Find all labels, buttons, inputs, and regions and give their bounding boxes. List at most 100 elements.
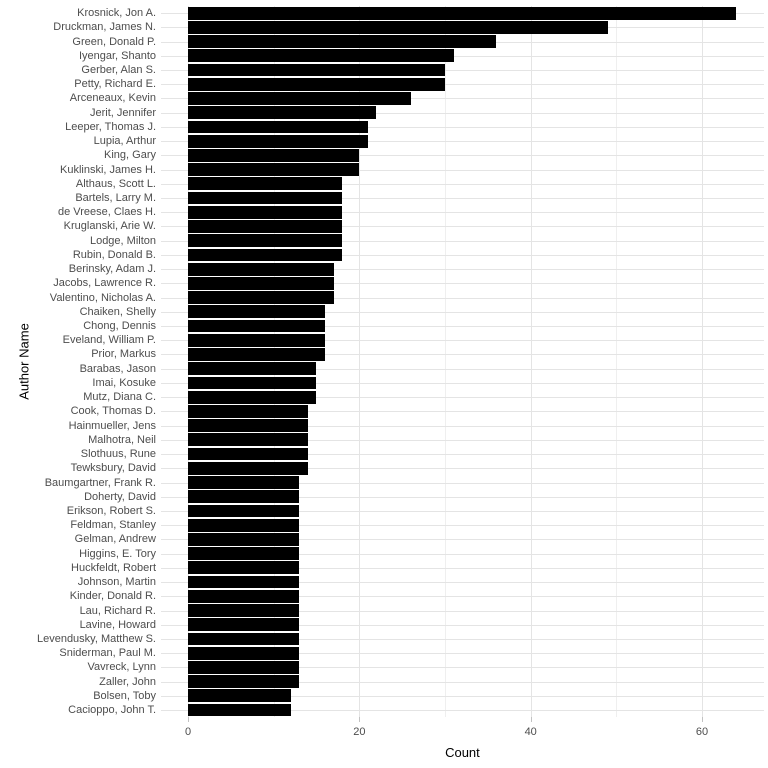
y-axis-label: Gelman, Andrew xyxy=(74,533,156,546)
bar xyxy=(187,504,300,518)
gridline-horizontal-major xyxy=(160,624,765,626)
x-axis-tick-label: 60 xyxy=(695,726,709,739)
y-axis-label: Levendusky, Matthew S. xyxy=(36,632,156,645)
y-axis-label: Rubin, Donald B. xyxy=(72,248,156,261)
y-axis-label: Zaller, John xyxy=(99,675,156,688)
gridline-horizontal-major xyxy=(160,55,765,57)
bar xyxy=(187,419,308,432)
bar xyxy=(187,689,291,703)
gridline-horizontal-major xyxy=(160,567,765,569)
x-axis-title: Count xyxy=(445,745,480,761)
gridline-vertical-minor xyxy=(616,6,618,718)
bar xyxy=(187,319,326,333)
bar xyxy=(187,77,445,91)
bar xyxy=(187,675,300,689)
y-axis-label: Bartels, Larry M. xyxy=(75,192,156,205)
gridline-horizontal-major xyxy=(160,610,765,612)
gridline-horizontal-major xyxy=(160,183,765,185)
y-axis-label: Druckman, James N. xyxy=(53,21,156,34)
gridline-horizontal-major xyxy=(160,70,765,71)
bar xyxy=(187,518,300,532)
gridline-horizontal-major xyxy=(160,397,765,399)
bar xyxy=(187,646,300,660)
gridline-horizontal-major xyxy=(160,354,765,356)
gridline-horizontal-major xyxy=(160,525,765,527)
bar xyxy=(187,632,300,646)
x-axis-tick xyxy=(702,717,704,723)
y-axis-label: Iyengar, Shanto xyxy=(78,49,156,62)
gridline-horizontal-major xyxy=(160,482,765,484)
gridline-horizontal-major xyxy=(160,368,765,370)
gridline-horizontal-major xyxy=(160,311,765,313)
y-axis-title: Author Name xyxy=(16,322,32,400)
y-axis-label: Chaiken, Shelly xyxy=(79,305,156,318)
bar xyxy=(187,376,317,390)
gridline-horizontal-major xyxy=(160,212,765,214)
bar xyxy=(187,547,300,561)
gridline-horizontal-major xyxy=(160,198,765,200)
gridline-horizontal-major xyxy=(160,667,765,669)
y-axis-label: Lodge, Milton xyxy=(89,234,156,247)
bar xyxy=(187,291,334,304)
bar xyxy=(187,390,317,404)
gridline-horizontal-major xyxy=(160,468,765,470)
y-axis-label: Petty, Richard E. xyxy=(74,78,156,91)
y-axis-label: Mutz, Diana C. xyxy=(83,391,156,404)
y-axis-label: Doherty, David xyxy=(84,490,156,503)
bar xyxy=(187,6,737,20)
y-axis-label: Leeper, Thomas J. xyxy=(65,120,156,133)
gridline-horizontal-major xyxy=(160,553,765,555)
gridline-horizontal-major xyxy=(160,169,765,171)
bar xyxy=(187,106,377,120)
gridline-horizontal-major xyxy=(160,539,765,541)
bar xyxy=(187,134,368,148)
y-axis-label: Gerber, Alan S. xyxy=(81,64,156,76)
y-axis-label: Barabas, Jason xyxy=(79,362,156,375)
gridline-vertical-minor xyxy=(273,6,275,718)
gridline-horizontal-major xyxy=(160,226,765,228)
y-axis-label: Slothuus, Rune xyxy=(80,448,156,461)
y-axis-label: Althaus, Scott L. xyxy=(75,177,156,190)
gridline-horizontal-major xyxy=(160,141,765,143)
gridline-horizontal-major xyxy=(160,382,765,384)
bar xyxy=(187,533,300,546)
bar xyxy=(187,661,300,674)
gridline-horizontal-major xyxy=(160,653,765,655)
gridline-horizontal-major xyxy=(160,496,765,498)
y-axis-label: Cacioppo, John T. xyxy=(68,704,156,717)
bar xyxy=(187,333,326,347)
y-axis-label: Valentino, Nicholas A. xyxy=(49,291,156,304)
bar xyxy=(187,49,454,63)
x-axis-tick-label: 40 xyxy=(524,726,537,739)
bar xyxy=(187,163,360,176)
y-axis-label: Kuklinski, James H. xyxy=(60,163,156,176)
bar xyxy=(187,20,608,34)
bar xyxy=(187,589,300,603)
y-axis-label: Huckfeldt, Robert xyxy=(71,561,156,574)
y-axis-label: Eveland, William P. xyxy=(62,334,156,347)
gridline-horizontal-major xyxy=(160,126,765,128)
x-axis-tick xyxy=(530,717,532,723)
gridline-horizontal-major xyxy=(160,98,765,100)
y-axis-label: Lupia, Arthur xyxy=(93,135,156,148)
bar xyxy=(187,618,300,632)
bar xyxy=(187,234,343,248)
gridline-horizontal-major xyxy=(160,283,765,285)
y-axis-label: Sniderman, Paul M. xyxy=(59,647,156,660)
bar xyxy=(187,148,360,162)
gridline-horizontal-major xyxy=(160,710,765,712)
y-axis-label: Lavine, Howard xyxy=(79,618,156,631)
bar xyxy=(187,461,308,475)
y-axis-label: Erikson, Robert S. xyxy=(66,504,156,517)
bar xyxy=(187,348,326,361)
bar xyxy=(187,404,308,418)
x-axis-tick-label: 0 xyxy=(184,726,192,739)
y-axis-label: Kinder, Donald R. xyxy=(69,590,156,603)
plot-panel xyxy=(160,6,765,718)
gridline-horizontal-major xyxy=(160,439,765,441)
bar xyxy=(187,262,334,276)
gridline-horizontal-major xyxy=(160,510,765,512)
bar xyxy=(187,63,445,77)
gridline-horizontal-major xyxy=(160,297,765,299)
